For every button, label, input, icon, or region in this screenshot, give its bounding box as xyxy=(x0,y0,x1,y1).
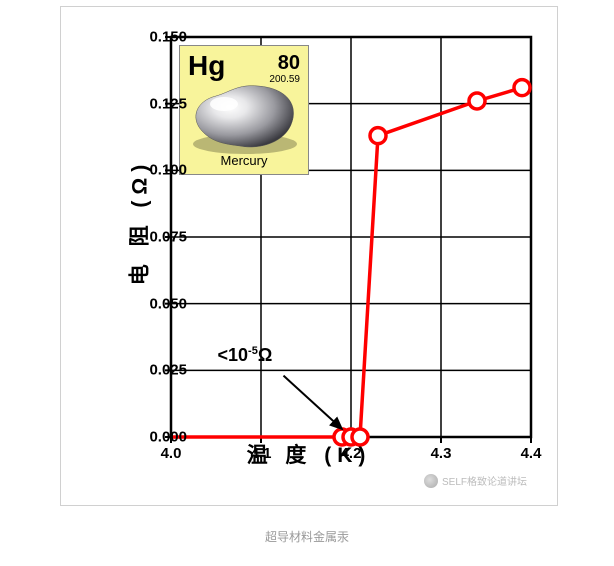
x-tick-label: 4.0 xyxy=(151,445,191,462)
element-name: Mercury xyxy=(180,153,308,168)
x-tick-label: 4.2 xyxy=(331,445,371,462)
element-mass: 200.59 xyxy=(269,74,300,85)
element-number: 80 xyxy=(278,52,300,75)
resistance-annotation: <10-5Ω xyxy=(218,345,273,366)
x-tick-label: 4.4 xyxy=(511,445,551,462)
element-inset-card: Hg 80 200.59 Mercury xyxy=(179,45,309,175)
watermark-icon xyxy=(424,474,438,488)
plot-area: Hg 80 200.59 Mercury <10-5Ω xyxy=(171,37,531,437)
y-tick-label: 0.100 xyxy=(127,162,187,179)
y-tick-label: 0.075 xyxy=(127,229,187,246)
figure-caption: 超导材料金属汞 xyxy=(0,528,614,545)
y-tick-label: 0.000 xyxy=(127,429,187,446)
y-tick-label: 0.150 xyxy=(127,29,187,46)
y-tick-label: 0.125 xyxy=(127,95,187,112)
watermark-text: SELF格致论道讲坛 xyxy=(442,473,527,488)
y-tick-label: 0.025 xyxy=(127,362,187,379)
y-tick-label: 0.050 xyxy=(127,295,187,312)
x-tick-label: 4.3 xyxy=(421,445,461,462)
chart-panel: Hg 80 200.59 Mercury <10-5Ω 电 阻 (Ω) 温 度 … xyxy=(60,6,558,506)
element-symbol: Hg xyxy=(188,50,225,82)
watermark: SELF格致论道讲坛 xyxy=(424,473,527,488)
x-tick-label: 4.1 xyxy=(241,445,281,462)
